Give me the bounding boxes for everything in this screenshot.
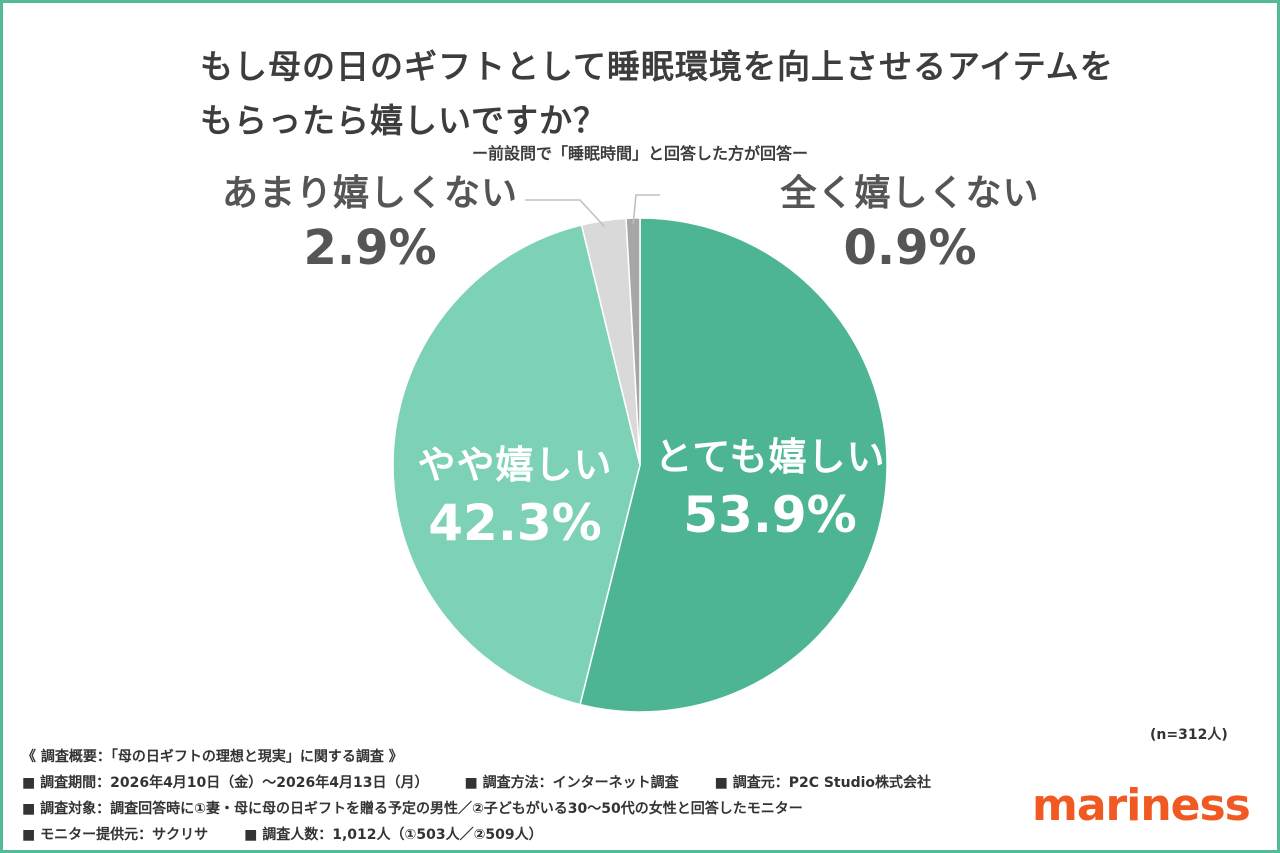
label-not-very-happy-value: 2.9% [303,220,437,276]
chart-title-line-2: もらったら嬉しいですか？ [200,101,608,140]
notes-count: ■ 調査人数：1,012人（①503人／②509人） [244,827,543,843]
leader-line-not-happy-at-all [632,194,660,225]
label-somewhat-happy-value: 42.3% [428,494,602,552]
label-somewhat-happy: やや嬉しい 42.3% [400,440,630,556]
label-not-happy-at-all-text: 全く嬉しくない [780,173,1040,214]
label-very-happy-value: 53.9% [683,486,857,544]
label-not-very-happy: あまり嬉しくない 2.9% [215,170,525,278]
notes-row-1: ■ 調査期間：2026年4月10日（金）〜2026年4月13日（月） ■ 調査方法… [22,770,1022,796]
notes-method: ■ 調査方法：インターネット調査 [464,775,679,791]
notes-row-3: ■ モニター提供元：サクリサ ■ 調査人数：1,012人（①503人／②509人） [22,822,1022,848]
slice-very-happy [579,217,888,713]
sample-size-note: (n=312人) [1150,727,1228,743]
label-not-happy-at-all: 全く嬉しくない 0.9% [770,170,1050,278]
label-somewhat-happy-text: やや嬉しい [417,443,613,487]
chart-subtitle: ー前設問で「睡眠時間」と回答した方が回答ー [471,144,808,163]
chart-title-line-1: もし母の日のギフトとして睡眠環境を向上させるアイテムを [200,47,1114,86]
notes-source: ■ 調査元：P2C Studio株式会社 [714,775,932,791]
notes-target: ■ 調査対象：調査回答時に①妻・母に母の日ギフトを贈る予定の男性／②子どもがいる… [22,801,803,817]
label-very-happy: とても嬉しい 53.9% [640,432,900,548]
label-very-happy-text: とても嬉しい [654,435,886,479]
leader-line-not-very-happy [525,199,606,228]
notes-heading: 《 調査概要：「母の日ギフトの理想と現実」に関する調査 》 [22,749,403,765]
mariness-logo: mariness [1032,780,1251,831]
slice-somewhat-happy [392,224,641,706]
notes-period: ■ 調査期間：2026年4月10日（金）〜2026年4月13日（月） [22,775,429,791]
notes-provider: ■ モニター提供元：サクリサ [22,827,209,843]
label-not-very-happy-text: あまり嬉しくない [221,173,518,214]
survey-notes: 《 調査概要：「母の日ギフトの理想と現実」に関する調査 》 ■ 調査期間：202… [22,744,1022,848]
slice-not-happy-at-all [625,217,641,466]
chart-title: もし母の日のギフトとして睡眠環境を向上させるアイテムを もらったら嬉しいですか？ [200,40,1160,148]
label-not-happy-at-all-value: 0.9% [843,220,977,276]
